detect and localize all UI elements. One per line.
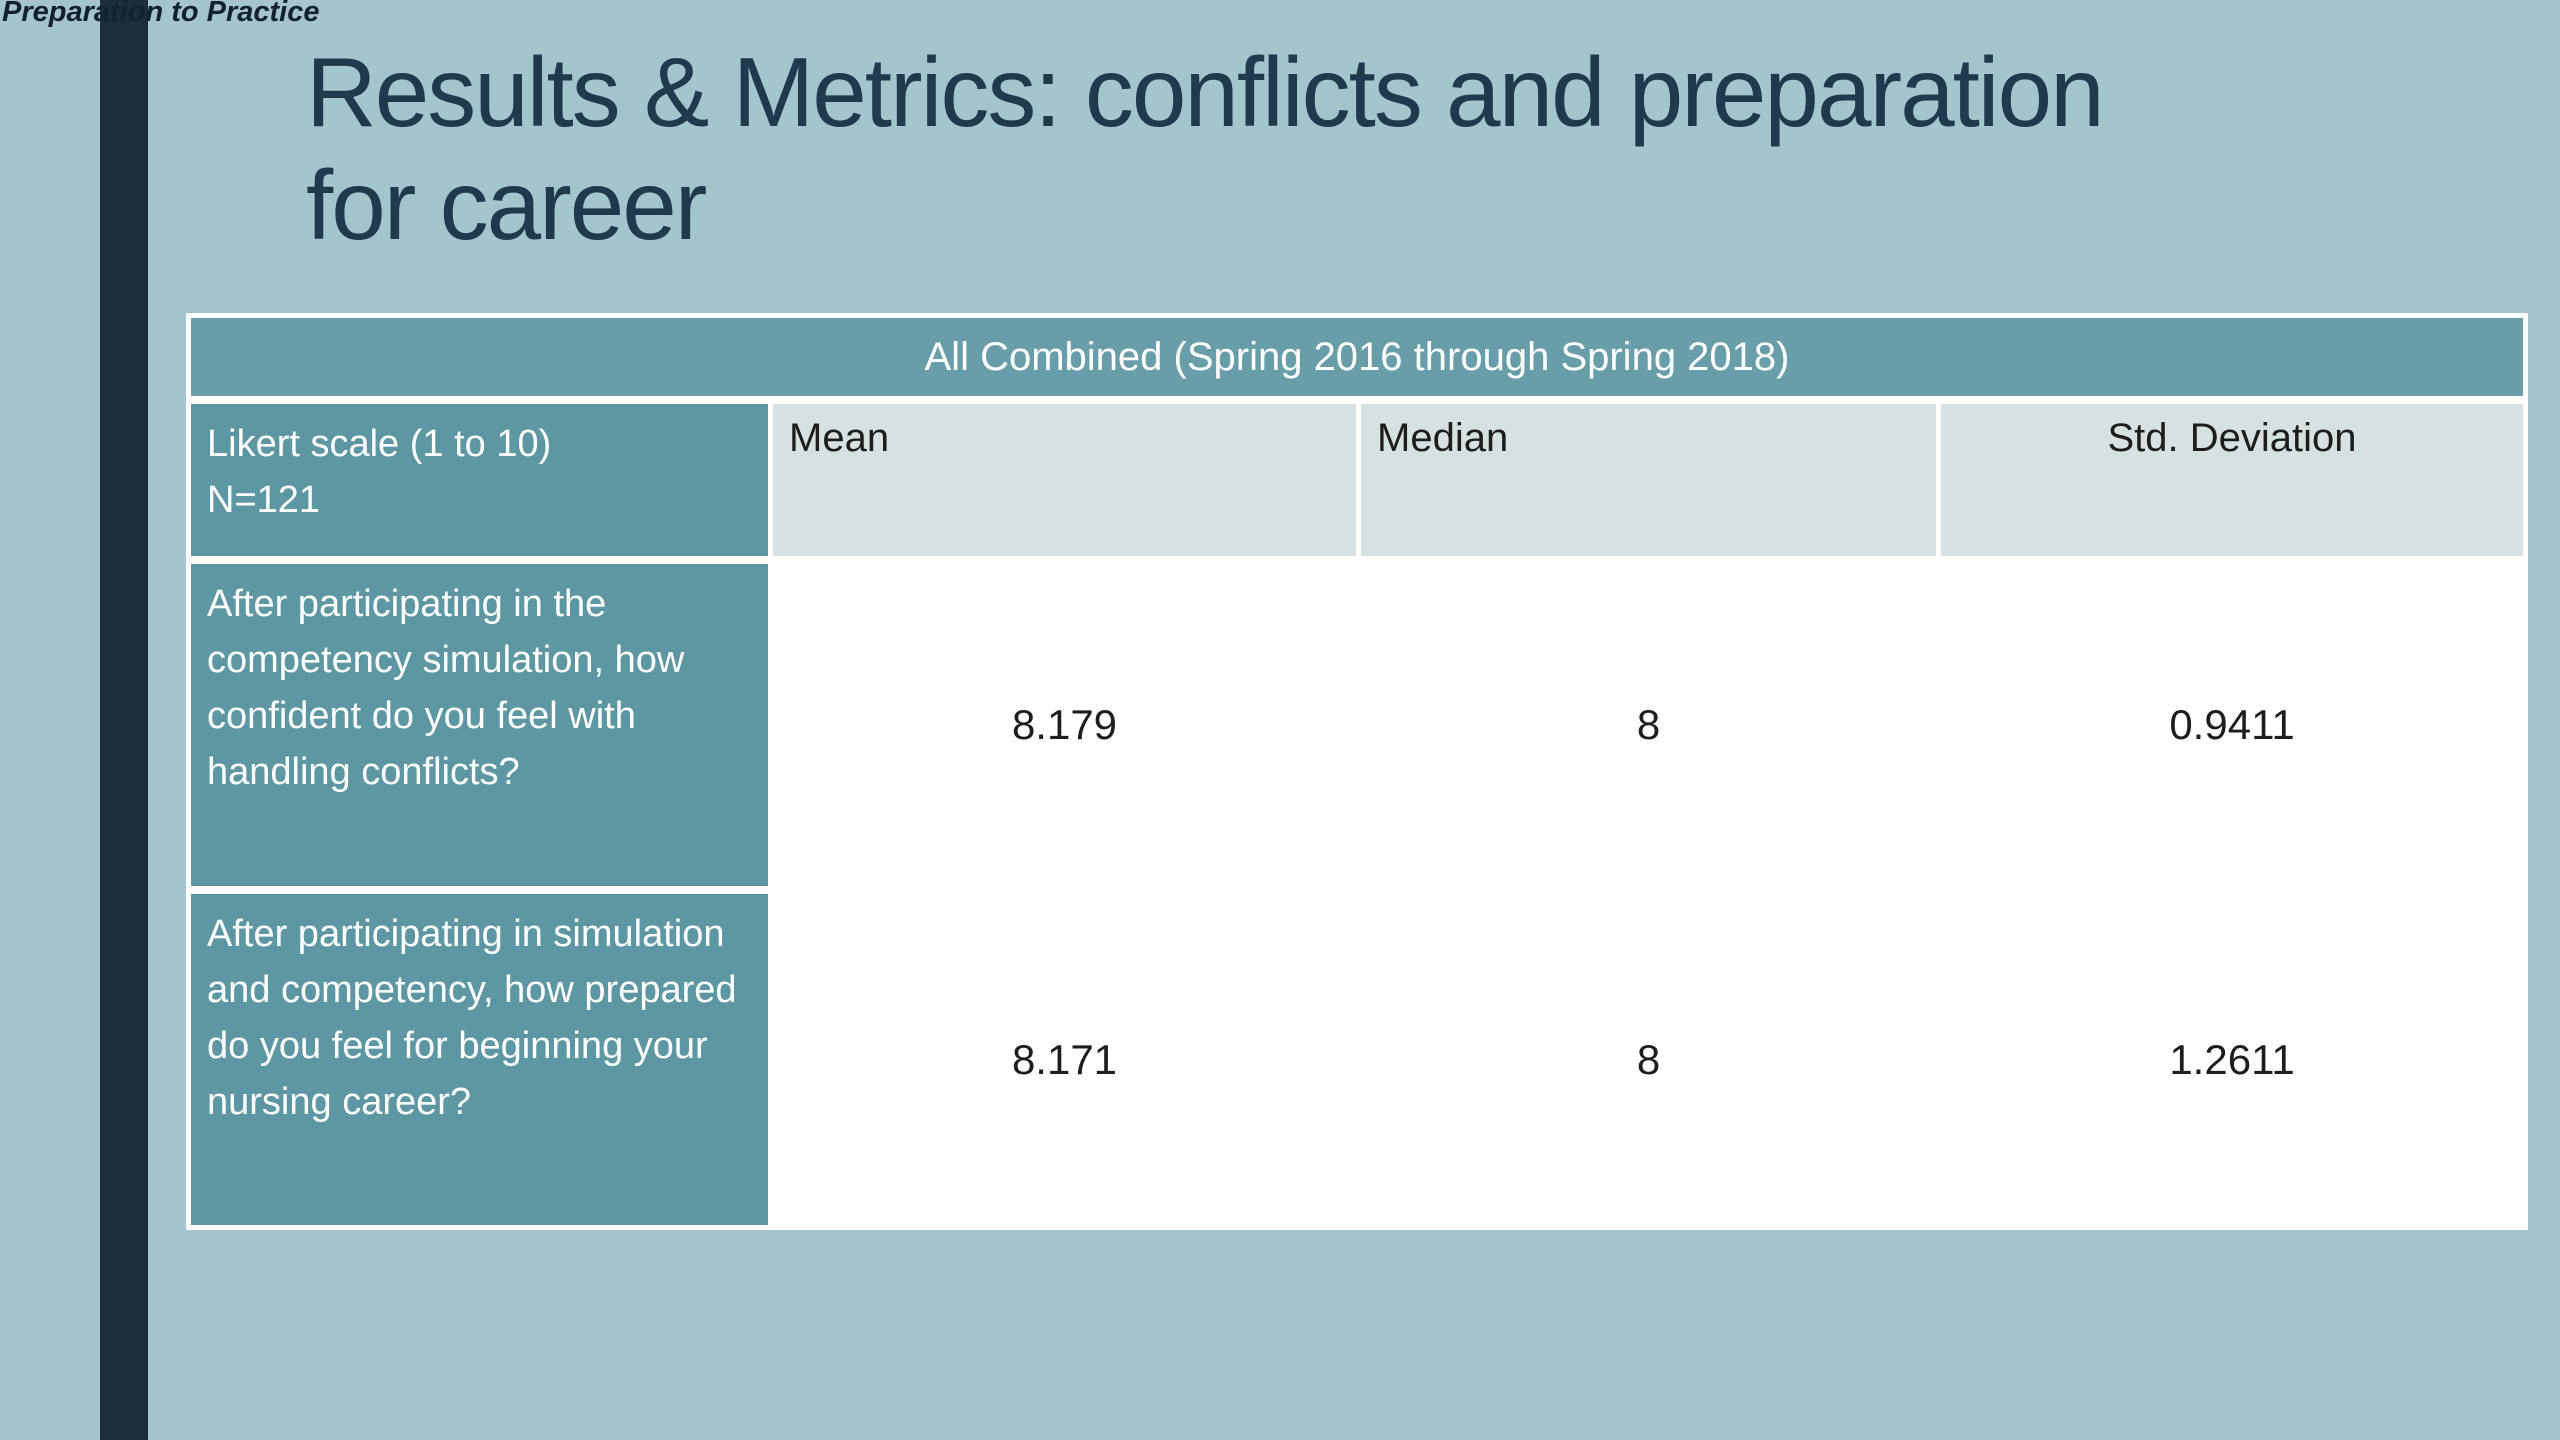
column-header-std-deviation: Std. Deviation	[1941, 404, 2523, 556]
column-header-mean: Mean	[773, 404, 1356, 556]
median-value-career: 8	[1636, 1035, 1661, 1083]
std-dev-value-career: 1.2611	[2169, 1035, 2295, 1083]
mean-value-career: 8.171	[1011, 1035, 1118, 1083]
question-cell-conflicts: After participating in the competency si…	[191, 564, 768, 886]
likert-scale-label: Likert scale (1 to 10)	[207, 423, 552, 465]
mean-value-conflicts: 8.179	[1011, 701, 1118, 748]
slide-deck-title: Preparation to Practice	[2, 0, 320, 28]
page-title-line2: for career	[306, 150, 707, 260]
std-dev-value-conflicts: 0.9411	[2169, 701, 2295, 748]
decorative-side-bar	[100, 0, 148, 1440]
page-title-line1: Results & Metrics: conflicts and prepara…	[306, 37, 2105, 147]
sample-size-label: N=121	[207, 479, 321, 521]
table-banner: All Combined (Spring 2016 through Spring…	[191, 318, 2523, 396]
median-value-conflicts: 8	[1636, 701, 1661, 748]
question-cell-career: After participating in simulation and co…	[191, 894, 768, 1225]
column-header-median: Median	[1361, 404, 1936, 556]
page-title: Results & Metrics: conflicts and prepara…	[306, 36, 2506, 262]
metrics-table: All Combined (Spring 2016 through Spring…	[186, 313, 2528, 1230]
table-corner-header: Likert scale (1 to 10) N=121	[191, 404, 768, 556]
